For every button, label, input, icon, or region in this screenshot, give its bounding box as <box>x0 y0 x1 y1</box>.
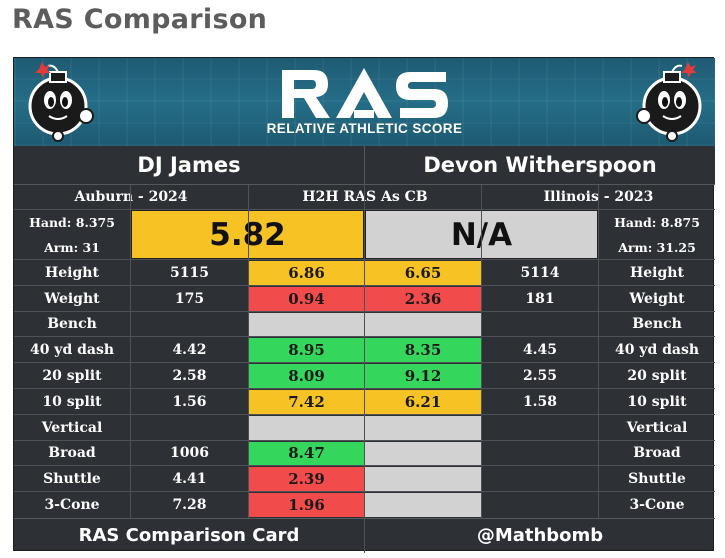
metric-label-left: 40 yd dash <box>29 342 115 359</box>
left-score-value: 1.96 <box>249 493 364 517</box>
right-raw-value <box>482 441 598 467</box>
metric-label-right: 20 split <box>627 368 687 385</box>
left-score-value: 7.42 <box>249 390 364 414</box>
ras-banner: RELATIVE ATHLETIC SCORE <box>14 58 715 146</box>
left-arm-label: Arm: 31 <box>44 239 100 255</box>
right-raw-value <box>482 415 598 441</box>
ras-logo-icon <box>282 68 448 118</box>
metric-label-left: Weight <box>44 290 100 307</box>
right-score-value: 9.12 <box>365 364 481 388</box>
right-raw-value: 2.55 <box>522 368 558 385</box>
left-ras-score: 5.82 <box>131 210 364 259</box>
column-divider <box>364 185 365 518</box>
metric-label-left: 10 split <box>42 393 102 410</box>
ras-subtitle: RELATIVE ATHLETIC SCORE <box>266 121 463 136</box>
left-score-value: 0.94 <box>249 286 364 311</box>
left-score-value: 8.47 <box>249 441 364 466</box>
right-score-value <box>365 493 481 517</box>
center-header: H2H RAS As CB <box>302 189 428 205</box>
left-score-value <box>249 415 364 440</box>
right-score-value <box>365 312 481 337</box>
left-raw-value: 4.42 <box>172 342 207 359</box>
right-hand-label: Hand: 8.875 <box>614 214 700 230</box>
metric-label-left: 20 split <box>42 368 102 385</box>
right-score-value: 8.35 <box>365 338 481 363</box>
column-divider <box>130 185 131 518</box>
right-raw-value: 181 <box>525 290 555 307</box>
card-footer: RAS Comparison Card @Mathbomb <box>14 518 715 553</box>
bomb-mascot-icon <box>628 60 710 146</box>
metric-label-right: Weight <box>629 290 685 307</box>
metric-label-right: 3-Cone <box>629 497 685 514</box>
player-names-row: DJ James Devon Witherspoon <box>14 146 715 185</box>
metric-label-right: Broad <box>633 445 681 462</box>
left-raw-value: 175 <box>174 290 205 307</box>
right-score-value: 6.65 <box>365 261 481 285</box>
metric-label-left: Bench <box>47 316 97 333</box>
row-divider <box>14 259 715 260</box>
left-player-name: DJ James <box>137 153 241 177</box>
left-score-value: 8.09 <box>249 364 364 388</box>
page-title: RAS Comparison <box>12 4 268 35</box>
footer-handle: @Mathbomb <box>476 525 604 546</box>
metric-label-left: Height <box>45 264 99 281</box>
left-school-year: Auburn - 2024 <box>74 189 188 205</box>
right-raw-value <box>482 312 598 338</box>
left-score-value: 6.86 <box>249 261 364 285</box>
column-divider <box>481 185 482 518</box>
right-score-value <box>365 415 481 440</box>
bomb-mascot-icon <box>20 60 102 146</box>
right-raw-value: 1.58 <box>522 393 558 410</box>
left-raw-value: 4.41 <box>172 471 207 488</box>
metric-label-left: Broad <box>48 445 96 462</box>
left-score-value: 8.95 <box>249 338 364 363</box>
metric-label-right: 40 yd dash <box>614 342 700 359</box>
left-hand-label: Hand: 8.375 <box>29 214 115 230</box>
metric-label-right: 10 split <box>627 393 687 410</box>
right-raw-value: 4.45 <box>522 342 558 359</box>
left-raw-value: 7.28 <box>172 497 207 514</box>
left-raw-value <box>131 312 248 338</box>
left-raw-value: 1.56 <box>172 393 207 410</box>
names-divider <box>364 146 365 185</box>
column-divider <box>598 185 599 518</box>
right-score-value: 6.21 <box>365 390 481 414</box>
right-arm-label: Arm: 31.25 <box>618 239 696 255</box>
metric-label-right: Bench <box>632 316 682 333</box>
metric-label-right: Shuttle <box>628 471 686 488</box>
right-score-value <box>365 441 481 466</box>
metric-label-left: Shuttle <box>43 471 101 488</box>
left-score-value <box>249 312 364 337</box>
right-score-value: 2.36 <box>365 286 481 311</box>
footer-divider <box>364 519 365 553</box>
metric-label-right: Height <box>630 264 684 281</box>
right-raw-value <box>482 492 598 518</box>
ras-comparison-card: RELATIVE ATHLETIC SCORE DJ James Devon W… <box>13 57 715 553</box>
right-raw-value <box>482 466 598 492</box>
left-raw-value: 2.58 <box>172 368 207 385</box>
right-score-value <box>365 467 481 492</box>
row-divider <box>14 209 715 210</box>
right-raw-value: 5114 <box>520 264 560 281</box>
right-player-name: Devon Witherspoon <box>423 153 657 177</box>
left-score-value: 2.39 <box>249 467 364 492</box>
left-raw-value: 5115 <box>170 264 209 281</box>
metric-label-left: Vertical <box>41 419 103 436</box>
footer-card-label: RAS Comparison Card <box>78 525 300 546</box>
metric-label-left: 3-Cone <box>44 497 100 514</box>
column-divider <box>248 185 249 518</box>
left-raw-value <box>131 415 248 441</box>
left-raw-value: 1006 <box>170 445 209 462</box>
metric-label-right: Vertical <box>626 419 688 436</box>
